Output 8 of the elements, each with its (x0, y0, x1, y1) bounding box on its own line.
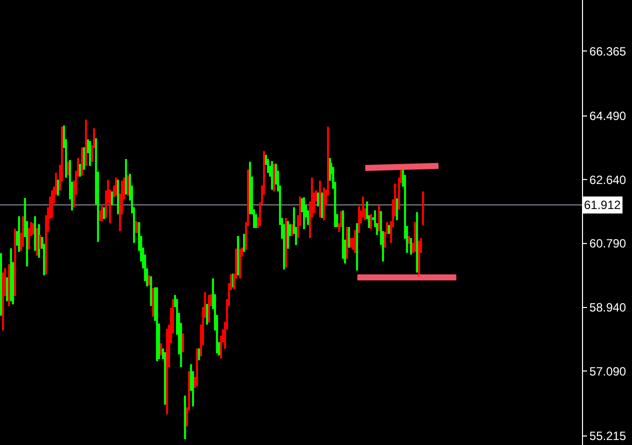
y-tick-label: 62.640 (589, 172, 626, 187)
y-tick-label: 55.215 (589, 429, 626, 444)
y-tick-label: 66.365 (589, 44, 626, 58)
y-tick-label: 64.490 (589, 109, 626, 124)
y-tick-label: 57.090 (589, 364, 626, 378)
y-tick-label: 60.790 (589, 236, 626, 251)
ref-line-label: 61.912 (584, 198, 622, 212)
y-tick-label: 58.940 (589, 300, 626, 315)
